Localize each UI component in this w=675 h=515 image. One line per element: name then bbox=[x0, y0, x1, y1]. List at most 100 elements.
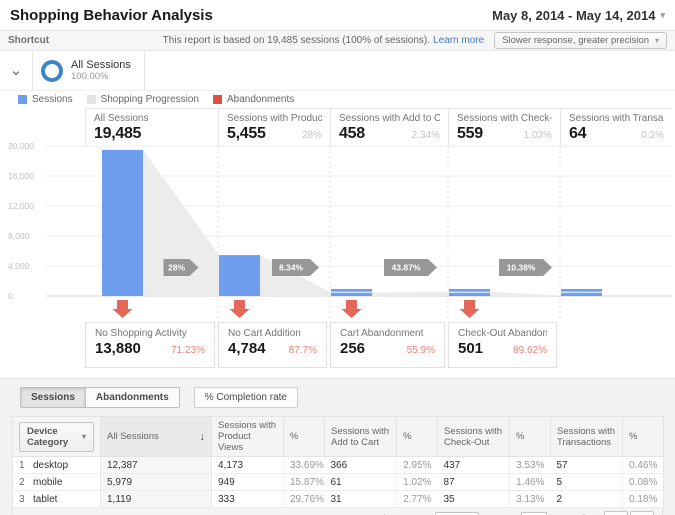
funnel-stage-3: Sessions with Add to Cart 458 2.34% bbox=[330, 108, 448, 146]
abandonment-value: 256 bbox=[340, 340, 366, 357]
legend-item-shopping-progression: Shopping Progression bbox=[86, 94, 199, 105]
table-row-mobile: 2 mobile 5,979 949 15.87% 61 1.02% 87 1.46% 5 0.08… bbox=[12, 473, 664, 491]
chart-legend: Sessions Shopping Progression Abandonments bbox=[0, 91, 675, 108]
value-cell: 35 bbox=[437, 490, 510, 508]
value-cell: 12,387 bbox=[100, 456, 212, 474]
abandonment-box-3: Cart Abandonment 256 55.9% bbox=[330, 322, 445, 368]
column-header-sessions-with-transactions[interactable]: Sessions with Transactions bbox=[550, 416, 623, 457]
bar-stripe bbox=[561, 291, 602, 294]
value-cell: 333 bbox=[211, 490, 284, 508]
value-cell: 2 bbox=[550, 490, 623, 508]
column-header-percent[interactable]: % bbox=[396, 416, 438, 457]
report-toolbar: Shortcut This report is based on 19,485 … bbox=[0, 30, 675, 51]
value-cell: 1,119 bbox=[100, 490, 212, 508]
percent-cell: 33.69% bbox=[283, 456, 325, 474]
value-cell: 61 bbox=[324, 473, 397, 491]
device-cell: 3 tablet bbox=[12, 490, 101, 508]
stage-label: Sessions with Add to Cart bbox=[339, 113, 440, 124]
stage-label: Sessions with Check-Out bbox=[457, 113, 552, 124]
y-axis-tick: 0 bbox=[8, 291, 13, 301]
svg-text:28%: 28% bbox=[168, 263, 185, 273]
segment-expand-button[interactable]: ⌄ bbox=[0, 51, 33, 90]
percent-cell: 15.87% bbox=[283, 473, 325, 491]
column-header-all-sessions[interactable]: All Sessions ↓ bbox=[100, 416, 212, 457]
page-header: Shopping Behavior Analysis May 8, 2014 -… bbox=[0, 0, 675, 30]
learn-more-link[interactable]: Learn more bbox=[433, 35, 485, 46]
transition-arrow-4: 10.38% bbox=[499, 259, 552, 276]
goto-page-input[interactable] bbox=[520, 511, 547, 515]
funnel-stage-4: Sessions with Check-Out 559 1.03% bbox=[448, 108, 560, 146]
date-range-label: May 8, 2014 - May 14, 2014 bbox=[492, 7, 656, 23]
abandonment-value: 4,784 bbox=[228, 340, 266, 357]
stage-value: 559 bbox=[457, 125, 483, 142]
stage-value: 5,455 bbox=[227, 125, 266, 142]
shortcut-button[interactable]: Shortcut bbox=[8, 35, 50, 46]
column-header-sessions-with-product-views[interactable]: Sessions with Product Views bbox=[211, 416, 284, 457]
precision-dropdown[interactable]: Slower response, greater precision ▾ bbox=[494, 32, 667, 49]
abandonment-percent: 55.9% bbox=[406, 345, 435, 356]
abandonment-percent: 71.23% bbox=[171, 345, 205, 356]
abandonment-label: No Cart Addition bbox=[228, 328, 301, 339]
segment-name: All Sessions bbox=[71, 59, 131, 71]
segment-bar: ⌄ All Sessions 100.00% bbox=[0, 51, 675, 91]
bar-stripe bbox=[449, 291, 490, 294]
percent-cell: 0.46% bbox=[622, 456, 664, 474]
tab-abandonments[interactable]: Abandonments bbox=[84, 388, 179, 407]
percent-cell: 1.46% bbox=[509, 473, 551, 491]
legend-item-sessions: Sessions bbox=[18, 94, 73, 105]
column-header-sessions-with-add-to-cart[interactable]: Sessions with Add to Cart bbox=[324, 416, 397, 457]
device-category-dropdown[interactable]: Device Category ▾ bbox=[19, 421, 94, 452]
sessions-bar-2 bbox=[219, 255, 260, 296]
transition-arrow-2: 8.34% bbox=[272, 259, 319, 276]
funnel-plot: 20,000 16,000 12,000 8,000 4,000 0 28% 8.34% 43.… bbox=[8, 141, 672, 320]
shopping-funnel-chart: 20,000 16,000 12,000 8,000 4,000 0 28% 8.34% 43.… bbox=[0, 108, 675, 378]
report-info-text: This report is based on 19,485 sessions … bbox=[162, 35, 485, 46]
stage-value: 19,485 bbox=[94, 125, 142, 142]
column-header-sessions-with-check-out[interactable]: Sessions with Check-Out bbox=[437, 416, 510, 457]
segment-percent: 100.00% bbox=[71, 71, 109, 82]
column-header-percent[interactable]: % bbox=[509, 416, 551, 457]
svg-text:8.34%: 8.34% bbox=[279, 263, 304, 273]
device-cell: 2 mobile bbox=[12, 473, 101, 491]
abandonment-arrow-icon bbox=[459, 300, 480, 318]
tab-completion-rate[interactable]: % Completion rate bbox=[193, 387, 298, 408]
page-title: Shopping Behavior Analysis bbox=[10, 6, 213, 24]
funnel-trapezoid bbox=[372, 291, 449, 296]
data-table-section: Sessions Abandonments % Completion rate D… bbox=[0, 378, 675, 515]
abandonment-box-4: Check-Out Abandonment 501 89.62% bbox=[448, 322, 557, 368]
stage-label: All Sessions bbox=[94, 113, 149, 124]
tab-sessions[interactable]: Sessions bbox=[21, 388, 85, 407]
column-header-percent[interactable]: % bbox=[622, 416, 664, 457]
column-header-percent[interactable]: % bbox=[283, 416, 325, 457]
funnel-stage-2: Sessions with Product Views 5,455 28% bbox=[218, 108, 330, 146]
funnel-trapezoid bbox=[143, 149, 219, 296]
stage-percent: 28% bbox=[301, 130, 322, 141]
chevron-down-icon: ▾ bbox=[654, 36, 659, 45]
segment-chip-all-sessions[interactable]: All Sessions 100.00% bbox=[33, 51, 145, 90]
value-cell: 366 bbox=[324, 456, 397, 474]
chevron-down-icon: ⌄ bbox=[9, 61, 23, 79]
column-header-device-category[interactable]: Device Category ▾ bbox=[12, 416, 101, 457]
chevron-down-icon: ▾ bbox=[81, 432, 86, 441]
device-category-table: Device Category ▾ All Sessions ↓ Sessions … bbox=[12, 416, 664, 508]
percent-cell: 0.08% bbox=[622, 473, 664, 491]
legend-item-abandonments: Abandonments bbox=[212, 94, 294, 105]
legend-swatch-icon bbox=[18, 95, 27, 104]
previous-page-button[interactable]: ‹ bbox=[604, 511, 628, 515]
abandonment-box-1: No Shopping Activity 13,880 71.23% bbox=[85, 322, 215, 368]
y-axis-tick: 16,000 bbox=[8, 171, 34, 181]
value-cell: 437 bbox=[437, 456, 510, 474]
stage-percent: 0.3% bbox=[641, 130, 664, 141]
transition-arrow-3: 43.87% bbox=[384, 259, 437, 276]
transition-arrow-1: 28% bbox=[163, 259, 199, 276]
funnel-stage-1: All Sessions 19,485 bbox=[85, 108, 218, 146]
funnel-stage-5: Sessions with Transactions 64 0.3% bbox=[560, 108, 672, 146]
date-range-selector[interactable]: May 8, 2014 - May 14, 2014 ▾ bbox=[492, 8, 665, 23]
svg-text:43.87%: 43.87% bbox=[392, 263, 421, 273]
table-row-desktop: 1 desktop 12,387 4,173 33.69% 366 2.95% 437 3.53… bbox=[12, 456, 664, 474]
abandonment-label: Cart Abandonment bbox=[340, 328, 424, 339]
legend-swatch-icon bbox=[86, 95, 96, 104]
stage-percent: 1.03% bbox=[523, 130, 552, 141]
stage-label: Sessions with Transactions bbox=[569, 113, 664, 124]
next-page-button[interactable]: › bbox=[630, 511, 654, 515]
